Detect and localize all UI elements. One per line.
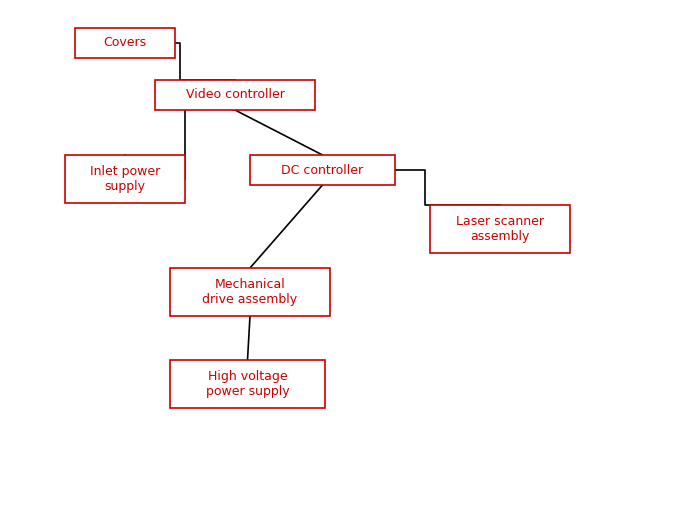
Text: Covers: Covers — [104, 36, 147, 49]
Text: DC controller: DC controller — [281, 164, 364, 176]
Text: Laser scanner
assembly: Laser scanner assembly — [456, 215, 544, 243]
FancyBboxPatch shape — [250, 155, 395, 185]
FancyBboxPatch shape — [170, 268, 330, 316]
Text: Video controller: Video controller — [185, 89, 285, 102]
Text: High voltage
power supply: High voltage power supply — [206, 370, 289, 398]
Text: Mechanical
drive assembly: Mechanical drive assembly — [202, 278, 298, 306]
FancyBboxPatch shape — [75, 28, 175, 58]
Text: Inlet power
supply: Inlet power supply — [90, 165, 160, 193]
FancyBboxPatch shape — [170, 360, 325, 408]
FancyBboxPatch shape — [430, 205, 570, 253]
FancyBboxPatch shape — [155, 80, 315, 110]
FancyBboxPatch shape — [65, 155, 185, 203]
